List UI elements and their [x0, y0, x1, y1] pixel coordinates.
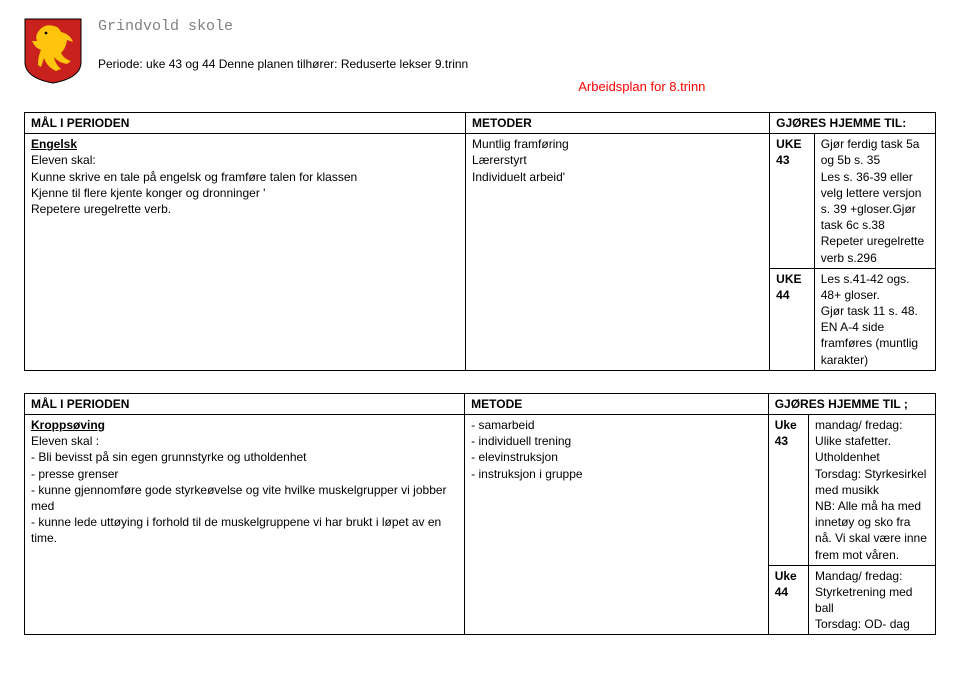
t1-home-0: Gjør ferdig task 5a og 5b s. 35 Les s. 3…: [814, 134, 935, 269]
t2-header-goal: MÅL I PERIODEN: [25, 393, 465, 414]
t2-week-0: Uke 43: [768, 415, 808, 566]
page-header: Grindvold skole Periode: uke 43 og 44 De…: [24, 18, 936, 94]
t1-header-method: METODER: [466, 113, 770, 134]
school-logo: [24, 18, 82, 84]
plan-table-2: MÅL I PERIODEN METODE GJØRES HJEMME TIL …: [24, 393, 936, 636]
school-name: Grindvold skole: [98, 18, 936, 35]
t2-subject: Kroppsøving: [31, 418, 105, 432]
t2-home-0: mandag/ fredag: Ulike stafetter. Utholde…: [809, 415, 936, 566]
t1-week-1: UKE 44: [770, 268, 815, 370]
t1-header-home: GJØRES HJEMME TIL:: [770, 113, 936, 134]
t1-week-0: UKE 43: [770, 134, 815, 269]
t1-method-cell: Muntlig framføring Lærerstyrt Individuel…: [466, 134, 770, 371]
t1-goal-cell: Engelsk Eleven skal: Kunne skrive en tal…: [25, 134, 466, 371]
plan-title: Arbeidsplan for 8.trinn: [578, 79, 705, 94]
t1-subject: Engelsk: [31, 137, 77, 151]
period-line: Periode: uke 43 og 44 Denne planen tilhø…: [98, 57, 468, 71]
t2-method-cell: - samarbeid - individuell trening - elev…: [465, 415, 769, 635]
t2-home-1: Mandag/ fredag: Styrketrening med ball T…: [809, 565, 936, 635]
t2-goal-body: Eleven skal : - Bli bevisst på sin egen …: [31, 434, 447, 545]
t2-week-1: Uke 44: [768, 565, 808, 635]
t1-header-goal: MÅL I PERIODEN: [25, 113, 466, 134]
t1-home-1: Les s.41-42 ogs. 48+ gloser. Gjør task 1…: [814, 268, 935, 370]
t2-goal-cell: Kroppsøving Eleven skal : - Bli bevisst …: [25, 415, 465, 635]
plan-table-1: MÅL I PERIODEN METODER GJØRES HJEMME TIL…: [24, 112, 936, 371]
t2-header-home: GJØRES HJEMME TIL ;: [768, 393, 935, 414]
t1-goal-body: Eleven skal: Kunne skrive en tale på eng…: [31, 153, 357, 216]
t2-header-method: METODE: [465, 393, 769, 414]
